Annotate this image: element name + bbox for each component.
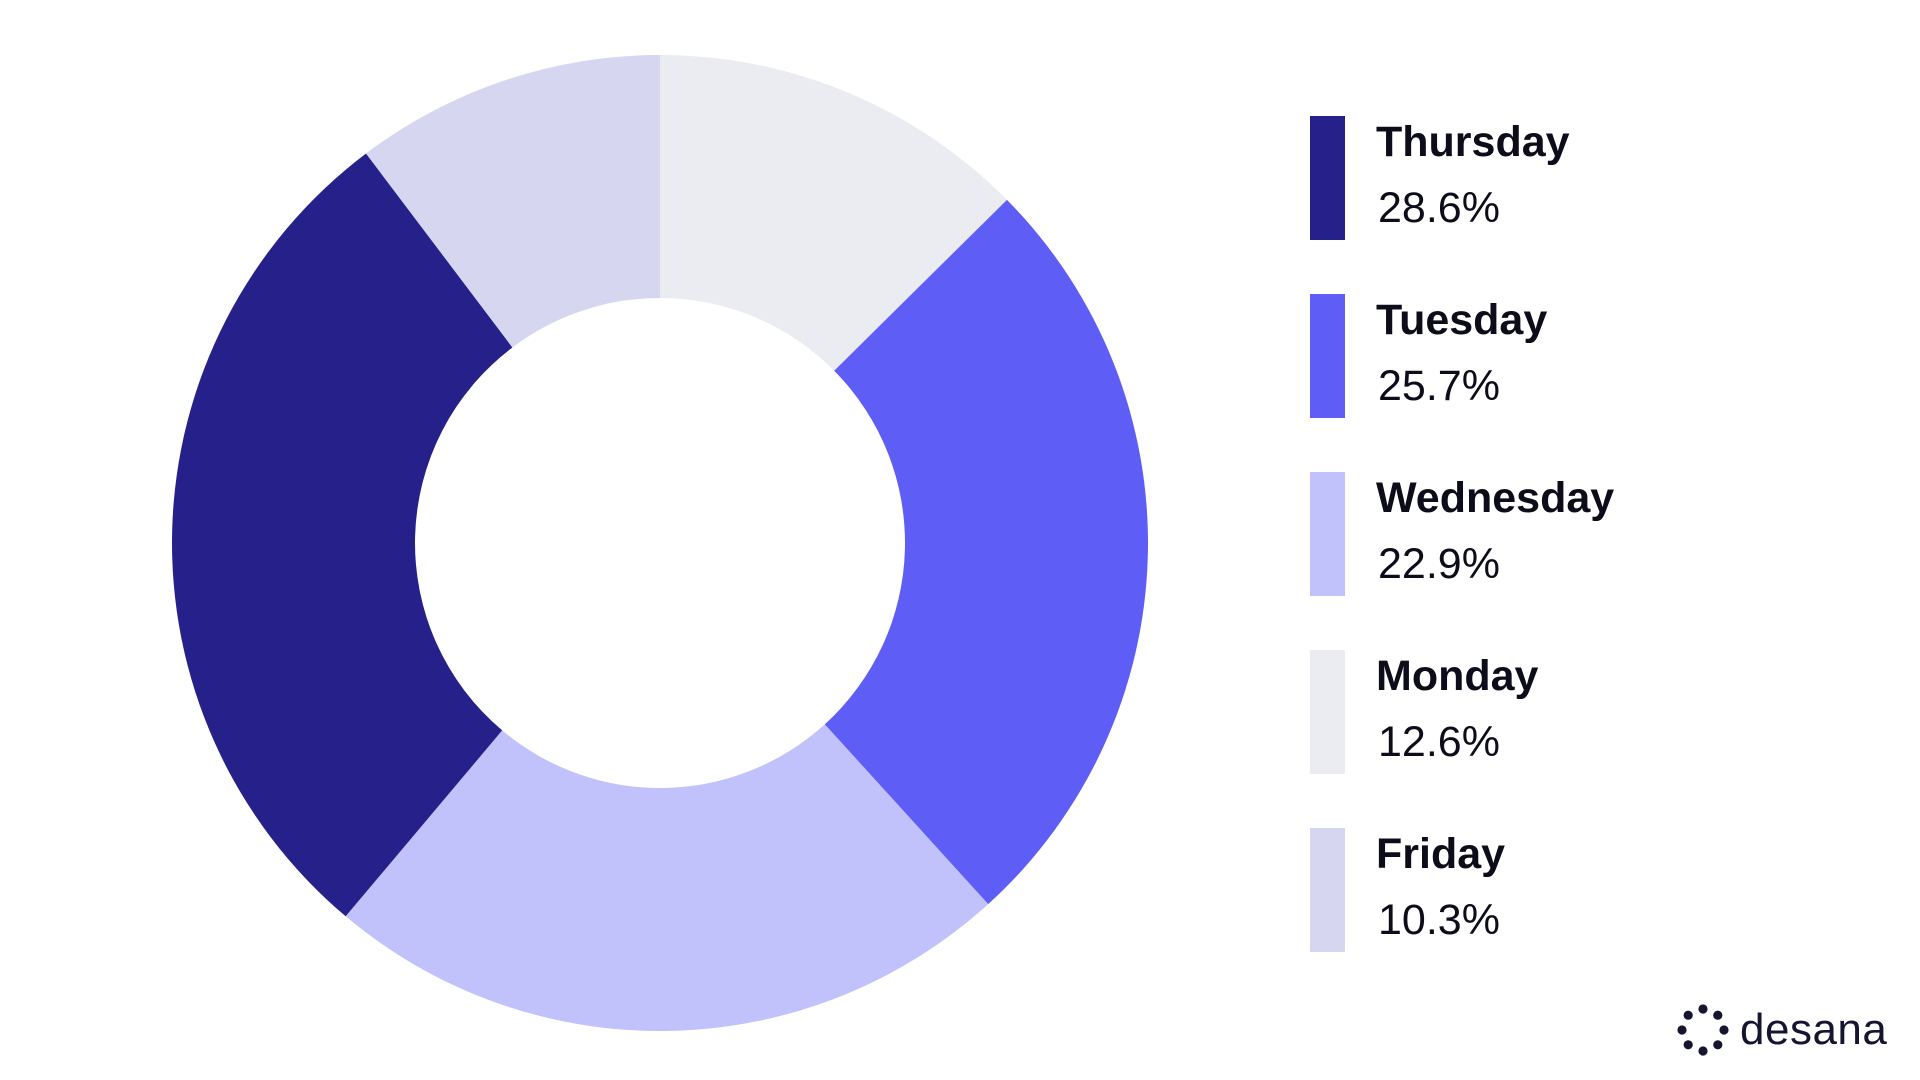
donut-slice-thursday <box>172 153 513 917</box>
legend-item-monday: Monday 12.6% <box>1310 650 1810 774</box>
legend-swatch-tuesday <box>1310 294 1345 418</box>
legend-swatch-monday <box>1310 650 1345 774</box>
legend-item-wednesday: Wednesday 22.9% <box>1310 472 1810 596</box>
donut-slice-friday <box>366 55 660 348</box>
legend-swatch-thursday <box>1310 116 1345 240</box>
legend-label-friday: Friday <box>1376 830 1506 878</box>
legend-swatch-wednesday <box>1310 472 1345 596</box>
legend-item-thursday: Thursday 28.6% <box>1310 116 1810 240</box>
legend-label-thursday: Thursday <box>1376 118 1570 166</box>
legend-item-friday: Friday 10.3% <box>1310 828 1810 952</box>
legend-label-wednesday: Wednesday <box>1376 474 1615 522</box>
brand-logo: desana <box>1676 1000 1887 1060</box>
donut-slice-tuesday <box>824 199 1148 905</box>
legend-value-tuesday: 25.7% <box>1378 362 1500 410</box>
chart-legend: Thursday 28.6% Tuesday 25.7% Wednesday 22.9% M… <box>1310 116 1810 1006</box>
legend-item-tuesday: Tuesday 25.7% <box>1310 294 1810 418</box>
legend-label-tuesday: Tuesday <box>1376 296 1548 344</box>
legend-value-friday: 10.3% <box>1378 896 1500 944</box>
desana-logo-icon <box>1677 1004 1729 1056</box>
legend-value-thursday: 28.6% <box>1378 184 1500 232</box>
legend-label-monday: Monday <box>1376 652 1539 700</box>
brand-name: desana <box>1740 1005 1888 1054</box>
donut-slice-wednesday <box>345 724 989 1031</box>
legend-swatch-friday <box>1310 828 1345 952</box>
donut-slice-monday <box>660 55 1007 371</box>
legend-value-monday: 12.6% <box>1378 718 1500 766</box>
legend-value-wednesday: 22.9% <box>1378 540 1500 588</box>
